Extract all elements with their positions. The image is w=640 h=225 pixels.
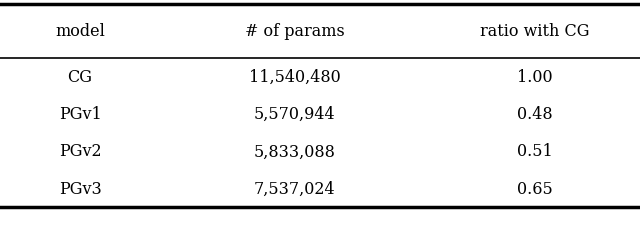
Text: 11,540,480: 11,540,480 <box>248 69 340 86</box>
Text: CG: CG <box>67 69 93 86</box>
Text: 1.00: 1.00 <box>516 69 552 86</box>
Text: model: model <box>55 23 105 40</box>
Text: 5,833,088: 5,833,088 <box>253 143 335 160</box>
Text: ratio with CG: ratio with CG <box>479 23 589 40</box>
Text: PGv3: PGv3 <box>59 180 101 197</box>
Text: 7,537,024: 7,537,024 <box>253 180 335 197</box>
Text: 0.65: 0.65 <box>516 180 552 197</box>
Text: 0.48: 0.48 <box>516 106 552 123</box>
Text: # of params: # of params <box>244 23 344 40</box>
Text: PGv2: PGv2 <box>59 143 101 160</box>
Text: 5,570,944: 5,570,944 <box>253 106 335 123</box>
Text: 0.51: 0.51 <box>516 143 552 160</box>
Text: PGv1: PGv1 <box>59 106 101 123</box>
